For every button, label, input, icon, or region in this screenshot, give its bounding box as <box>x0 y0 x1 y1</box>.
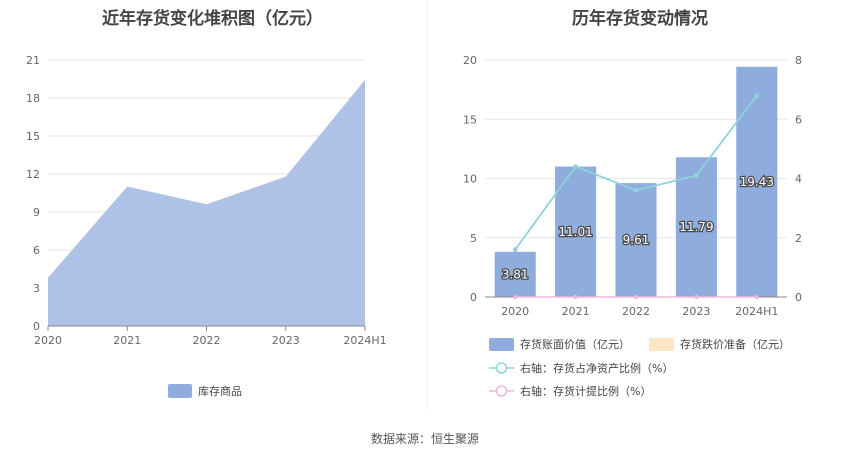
point-provision-ratio <box>573 294 578 300</box>
y-tick-label: 21 <box>26 54 40 67</box>
legend-label-provision-ratio: 右轴：存货计提比例（%） <box>520 384 651 398</box>
legend-swatch-impairment <box>649 338 674 351</box>
point-provision-ratio <box>754 294 759 300</box>
x-tick-label: 2020 <box>34 334 62 347</box>
y-left-tick-label: 15 <box>463 113 477 126</box>
legend-label-book-value: 存货账面价值（亿元） <box>520 337 630 351</box>
y-left-tick-label: 5 <box>470 232 477 245</box>
inventory-change-combo-chart: 0 5 10 15 20 0 2 4 6 8 3.81 11.01 9.61 11.79 19.43 2020… <box>463 54 802 398</box>
bar-inventory-book-value <box>615 183 657 297</box>
x-tick-label: 2020 <box>501 305 529 318</box>
y-tick-label: 12 <box>26 168 40 181</box>
legend-marker-provision-ratio <box>495 385 508 397</box>
y-right-tick-label: 6 <box>795 113 802 126</box>
y-left-tick-label: 20 <box>463 54 477 67</box>
bar-inventory-book-value <box>736 66 778 297</box>
x-tick-label: 2021 <box>562 305 590 318</box>
x-tick-label: 2024H1 <box>343 334 386 347</box>
area-series-inventory-goods <box>48 79 365 327</box>
bar-inventory-book-value <box>675 157 717 297</box>
y-left-tick-label: 10 <box>463 173 477 186</box>
bar-inventory-book-value <box>494 251 536 297</box>
point-provision-ratio <box>694 294 699 300</box>
bar-inventory-book-value <box>555 166 597 297</box>
point-net-asset-ratio <box>633 187 639 193</box>
x-tick-label: 2022 <box>622 305 650 318</box>
y-right-tick-label: 2 <box>795 232 802 245</box>
bar-data-label: 9.61 <box>623 233 650 247</box>
right-chart-title: 历年存货变动情况 <box>572 9 708 29</box>
legend-swatch-inventory-goods <box>168 384 192 398</box>
point-net-asset-ratio <box>754 93 760 98</box>
y-tick-label: 15 <box>26 130 40 143</box>
bar-data-label: 19.43 <box>740 175 774 189</box>
y-tick-label: 18 <box>26 92 40 105</box>
x-tick-label: 2024H1 <box>735 305 778 318</box>
inventory-stacked-area-chart: 0 3 6 9 12 15 18 21 2020 2021 2022 2023 2024H1 库存商品 <box>26 54 387 398</box>
legend-label-impairment: 存货跌价准备（亿元） <box>680 337 790 351</box>
legend-label-net-asset-ratio: 右轴：存货占净资产比例（%） <box>520 361 673 375</box>
y-right-tick-label: 8 <box>795 54 802 67</box>
point-provision-ratio <box>513 294 518 300</box>
x-tick-label: 2023 <box>272 334 300 347</box>
point-net-asset-ratio <box>512 247 518 253</box>
y-tick-label: 3 <box>33 282 40 295</box>
bar-data-label: 11.79 <box>679 220 713 234</box>
legend-marker-net-asset-ratio <box>495 362 508 374</box>
bar-data-label: 3.81 <box>502 267 529 281</box>
y-left-tick-label: 0 <box>470 291 477 304</box>
left-chart-title: 近年存货变化堆积图（亿元） <box>102 9 323 29</box>
point-provision-ratio <box>633 294 639 300</box>
legend-swatch-book-value <box>489 338 514 351</box>
point-net-asset-ratio <box>694 173 699 178</box>
x-tick-label: 2021 <box>113 334 141 347</box>
y-right-tick-label: 0 <box>795 291 802 304</box>
y-right-tick-label: 4 <box>795 173 802 186</box>
x-tick-label: 2022 <box>193 334 221 347</box>
bar-data-label: 11.01 <box>558 225 592 239</box>
x-tick-label: 2023 <box>682 305 710 318</box>
data-source: 数据来源：恒生聚源 <box>370 432 479 446</box>
point-net-asset-ratio <box>573 164 578 170</box>
y-tick-label: 6 <box>33 244 40 257</box>
y-tick-label: 9 <box>33 206 40 219</box>
y-tick-label: 0 <box>33 320 40 333</box>
legend-label-inventory-goods: 库存商品 <box>198 384 242 398</box>
chart-divider <box>427 0 428 410</box>
